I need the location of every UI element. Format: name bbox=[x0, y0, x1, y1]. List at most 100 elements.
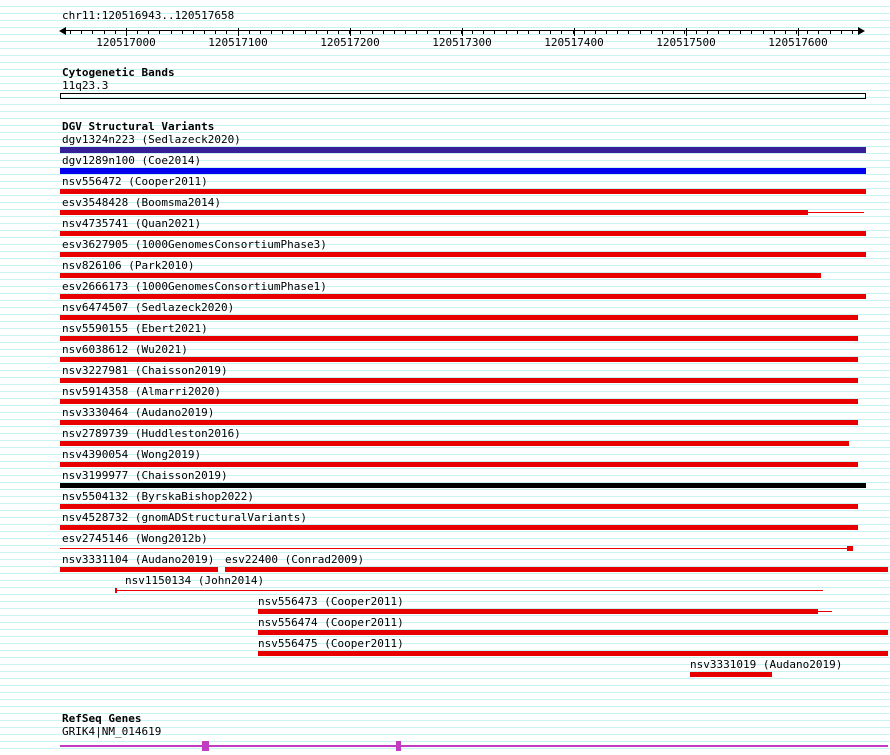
ruler-minor-tick bbox=[617, 30, 618, 34]
variant-bar[interactable] bbox=[258, 609, 818, 614]
variant-bar[interactable] bbox=[60, 357, 858, 362]
variant-span-line[interactable] bbox=[115, 590, 823, 591]
ruler-minor-tick bbox=[506, 30, 507, 34]
ruler-minor-tick bbox=[517, 30, 518, 34]
variant-bar[interactable] bbox=[60, 252, 866, 257]
ruler-minor-tick bbox=[807, 30, 808, 34]
variant-label: nsv826106 (Park2010) bbox=[62, 259, 195, 272]
variant-bar[interactable] bbox=[60, 336, 858, 341]
variant-bar[interactable] bbox=[60, 147, 866, 153]
variant-label: esv3627905 (1000GenomesConsortiumPhase3) bbox=[62, 238, 327, 251]
ruler-minor-tick bbox=[751, 30, 752, 34]
variant-label: nsv6038612 (Wu2021) bbox=[62, 343, 188, 356]
variant-bar[interactable] bbox=[690, 672, 772, 677]
variant-tail-line bbox=[808, 212, 864, 213]
variant-bar[interactable] bbox=[60, 315, 858, 320]
ruler-major-tick bbox=[462, 28, 463, 36]
ruler-left-arrow-icon[interactable] bbox=[59, 27, 66, 35]
ruler-minor-tick bbox=[427, 30, 428, 34]
variant-label: dgv1289n100 (Coe2014) bbox=[62, 154, 202, 167]
ruler-minor-tick bbox=[204, 30, 205, 34]
variant-bar[interactable] bbox=[60, 189, 866, 194]
ruler-minor-tick bbox=[494, 30, 495, 34]
variant-label: nsv6474507 (Sedlazeck2020) bbox=[62, 301, 235, 314]
variant-bar[interactable] bbox=[258, 651, 888, 656]
variant-label: nsv4735741 (Quan2021) bbox=[62, 217, 202, 230]
variant-bar[interactable] bbox=[258, 630, 888, 635]
variant-bar[interactable] bbox=[60, 525, 858, 530]
ruler-tick-label: 120517100 bbox=[208, 36, 268, 49]
ruler-minor-tick bbox=[305, 30, 306, 34]
variant-label: nsv1150134 (John2014) bbox=[125, 574, 265, 587]
ruler-minor-tick bbox=[249, 30, 250, 34]
variant-bar[interactable] bbox=[225, 567, 888, 572]
ruler-tick-label: 120517500 bbox=[656, 36, 716, 49]
variant-bar[interactable] bbox=[60, 294, 866, 299]
variant-label: nsv556472 (Cooper2011) bbox=[62, 175, 208, 188]
variant-bar[interactable] bbox=[60, 420, 858, 425]
variant-tick[interactable] bbox=[115, 588, 117, 593]
ruler-tick-label: 120517200 bbox=[320, 36, 380, 49]
ruler-minor-tick bbox=[171, 30, 172, 34]
ruler-major-tick bbox=[574, 28, 575, 36]
ruler-minor-tick bbox=[193, 30, 194, 34]
ruler-major-tick bbox=[238, 28, 239, 36]
variant-label: nsv556474 (Cooper2011) bbox=[258, 616, 404, 629]
ruler-minor-tick bbox=[338, 30, 339, 34]
variant-bar[interactable] bbox=[60, 441, 849, 446]
ruler-minor-tick bbox=[852, 30, 853, 34]
ruler-minor-tick bbox=[327, 30, 328, 34]
ruler-minor-tick bbox=[528, 30, 529, 34]
variant-label: esv2666173 (1000GenomesConsortiumPhase1) bbox=[62, 280, 327, 293]
variant-label: nsv3330464 (Audano2019) bbox=[62, 406, 215, 419]
variant-bar[interactable] bbox=[60, 483, 866, 488]
ruler-minor-tick bbox=[818, 30, 819, 34]
variant-bar[interactable] bbox=[60, 378, 858, 383]
ruler-minor-tick bbox=[774, 30, 775, 34]
ruler-minor-tick bbox=[159, 30, 160, 34]
ruler-tick-label: 120517400 bbox=[544, 36, 604, 49]
cytoband-label: 11q23.3 bbox=[62, 79, 109, 92]
variant-label: esv2745146 (Wong2012b) bbox=[62, 532, 208, 545]
variant-label: nsv5590155 (Ebert2021) bbox=[62, 322, 208, 335]
ruler-minor-tick bbox=[383, 30, 384, 34]
region-coordinates: chr11:120516943..120517658 bbox=[62, 9, 235, 22]
variant-bar[interactable] bbox=[60, 504, 858, 509]
ruler-minor-tick bbox=[104, 30, 105, 34]
cytoband-box[interactable] bbox=[60, 93, 866, 99]
variant-bar[interactable] bbox=[60, 210, 808, 215]
variant-span-line[interactable] bbox=[60, 548, 853, 549]
variant-bar[interactable] bbox=[60, 399, 858, 404]
variant-label: esv22400 (Conrad2009) bbox=[225, 553, 365, 566]
variant-label: nsv4528732 (gnomADStructuralVariants) bbox=[62, 511, 308, 524]
ruler-minor-tick bbox=[718, 30, 719, 34]
variant-bar[interactable] bbox=[60, 168, 866, 174]
ruler-minor-tick bbox=[349, 30, 350, 34]
ruler-tick-label: 120517000 bbox=[96, 36, 156, 49]
variant-tick[interactable] bbox=[847, 546, 853, 551]
ruler-right-arrow-icon[interactable] bbox=[858, 27, 865, 35]
ruler-minor-tick bbox=[628, 30, 629, 34]
ruler-minor-tick bbox=[439, 30, 440, 34]
ruler-minor-tick bbox=[561, 30, 562, 34]
ruler-minor-tick bbox=[606, 30, 607, 34]
variant-bar[interactable] bbox=[60, 567, 218, 572]
variant-label: nsv5914358 (Almarri2020) bbox=[62, 385, 221, 398]
variant-bar[interactable] bbox=[60, 231, 866, 236]
variant-label: esv3548428 (Boomsma2014) bbox=[62, 196, 221, 209]
gene-exon[interactable] bbox=[396, 741, 401, 751]
ruler-minor-tick bbox=[684, 30, 685, 34]
variant-label: nsv5504132 (ByrskaBishop2022) bbox=[62, 490, 255, 503]
variant-bar[interactable] bbox=[60, 462, 858, 467]
variant-label: dgv1324n223 (Sedlazeck2020) bbox=[62, 133, 241, 146]
gene-line[interactable] bbox=[60, 745, 888, 747]
ruler-minor-tick bbox=[405, 30, 406, 34]
ruler-minor-tick bbox=[260, 30, 261, 34]
gene-exon[interactable] bbox=[202, 741, 209, 751]
cytogenetic-bands-title: Cytogenetic Bands bbox=[62, 66, 175, 79]
variant-bar[interactable] bbox=[60, 273, 821, 278]
ruler-minor-tick bbox=[785, 30, 786, 34]
ruler-minor-tick bbox=[763, 30, 764, 34]
ruler-minor-tick bbox=[707, 30, 708, 34]
